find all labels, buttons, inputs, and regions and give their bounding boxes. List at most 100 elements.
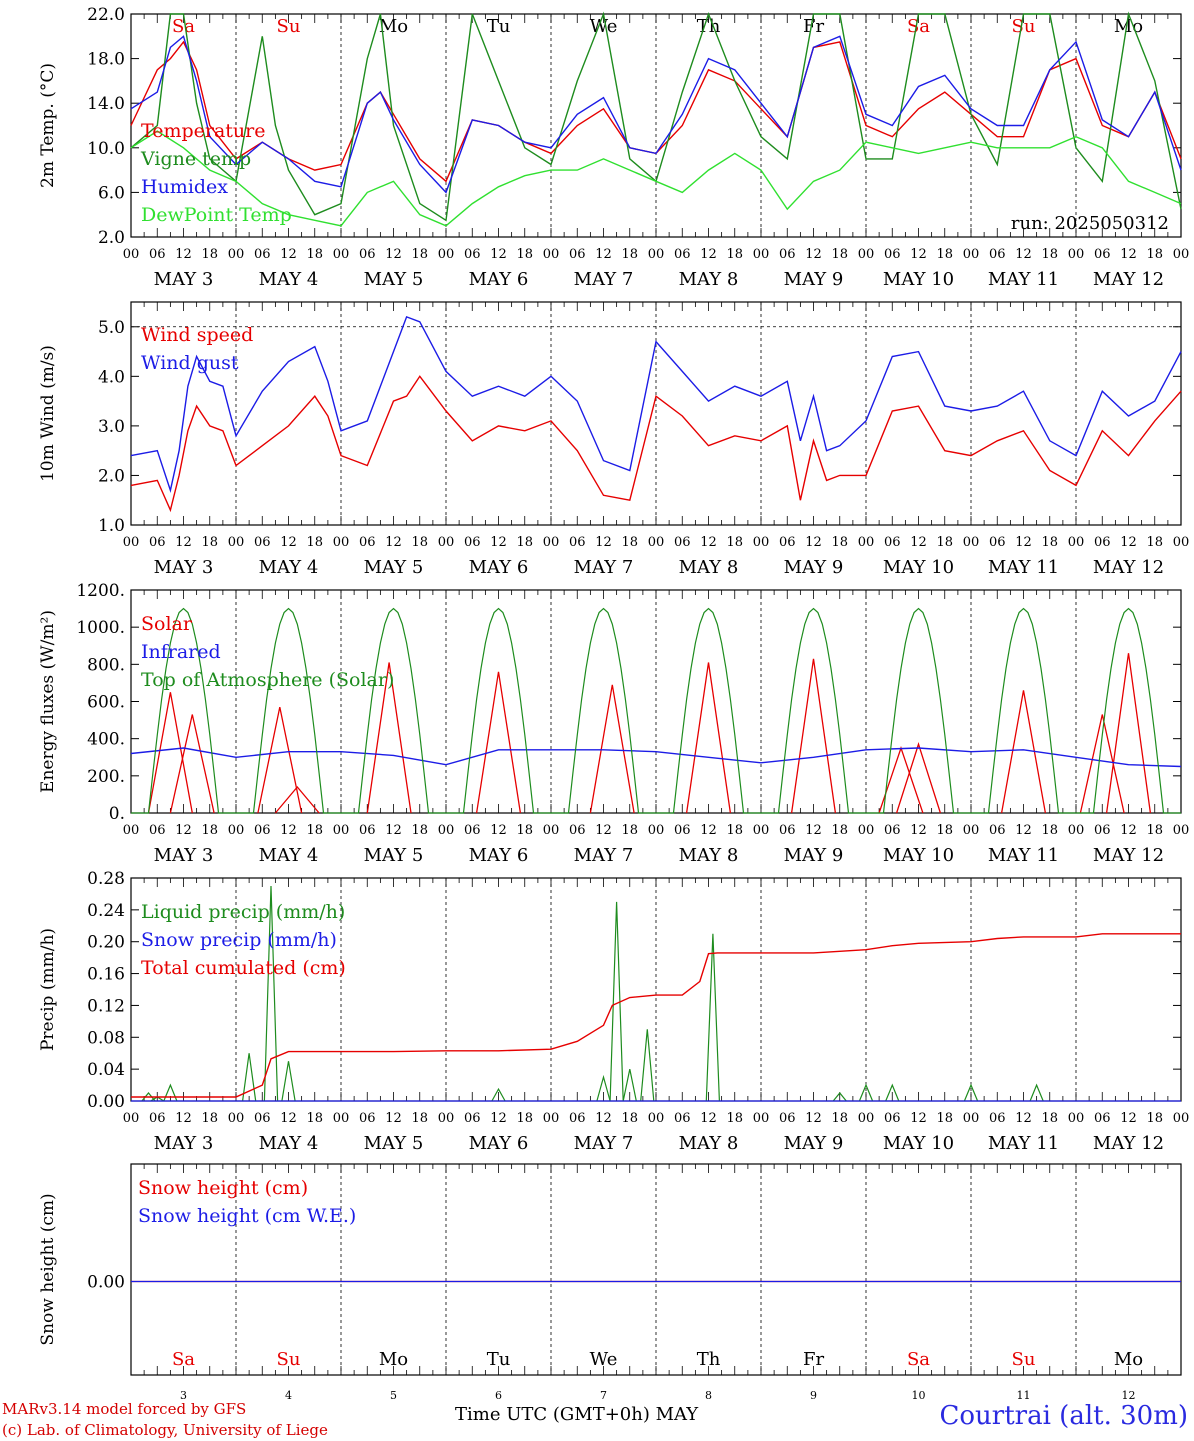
hour-tick-label: 12 (805, 1111, 822, 1126)
hour-tick-label: 12 (1120, 535, 1137, 550)
date-label: MAY 3 (154, 1133, 214, 1154)
hour-tick-label: 06 (884, 535, 901, 550)
date-label: MAY 5 (364, 557, 424, 578)
hour-tick-label: 12 (910, 535, 927, 550)
hour-tick-label: 18 (831, 1111, 848, 1126)
hour-tick-label: 00 (753, 823, 770, 838)
hour-tick-label: 12 (490, 247, 507, 262)
hour-tick-label: 00 (333, 1111, 350, 1126)
hour-tick-label: 06 (569, 823, 586, 838)
lab-credit: (c) Lab. of Climatology, University of L… (2, 1420, 328, 1441)
hour-tick-label: 06 (569, 247, 586, 262)
y-tick-label: 0.04 (87, 1060, 125, 1080)
legend-entry: Wind gust (141, 352, 239, 374)
date-label: MAY 10 (883, 1133, 954, 1154)
date-label: MAY 4 (259, 845, 319, 866)
hour-tick-label: 12 (805, 823, 822, 838)
hour-tick-label: 18 (1146, 823, 1163, 838)
y-axis-label: Energy fluxes (W/m²) (38, 610, 58, 793)
hour-tick-label: 12 (280, 247, 297, 262)
hour-tick-label: 18 (306, 247, 323, 262)
date-label: MAY 8 (679, 557, 739, 578)
hour-tick-label: 18 (1041, 1111, 1058, 1126)
date-label: MAY 11 (988, 1133, 1059, 1154)
hour-tick-label: 12 (805, 535, 822, 550)
legend-entry: Total cumulated (cm) (141, 957, 346, 979)
weekday-label: Sa (172, 1349, 195, 1370)
hour-tick-label: 12 (280, 535, 297, 550)
precip-spike (706, 934, 719, 1101)
hour-tick-label: 06 (989, 247, 1006, 262)
date-label: MAY 9 (784, 845, 844, 866)
hour-tick-label: 18 (936, 535, 953, 550)
solar-spike (258, 707, 302, 813)
hour-tick-label: 18 (1041, 535, 1058, 550)
legend-entry: Wind speed (141, 324, 253, 346)
y-tick-label: 6.0 (98, 183, 125, 203)
hour-tick-label: 12 (1015, 1111, 1032, 1126)
hour-tick-label: 18 (1146, 1111, 1163, 1126)
y-tick-label: 200. (87, 767, 125, 787)
toa-solar-curve (236, 609, 341, 813)
hour-tick-label: 00 (963, 247, 980, 262)
weekday-label: Mo (1114, 16, 1143, 37)
date-label: MAY 6 (469, 269, 529, 290)
day-number-label: 10 (912, 1389, 926, 1402)
y-tick-label: 800. (87, 655, 125, 675)
solar-spike (590, 685, 634, 813)
hour-tick-label: 12 (595, 823, 612, 838)
hour-tick-label: 12 (385, 823, 402, 838)
hour-tick-label: 00 (1068, 247, 1085, 262)
y-tick-label: 18.0 (87, 50, 125, 70)
hour-tick-label: 00 (648, 247, 665, 262)
date-label: MAY 10 (883, 845, 954, 866)
hour-tick-label: 12 (595, 535, 612, 550)
hour-tick-label: 00 (228, 823, 245, 838)
weekday-label: Sa (907, 16, 930, 37)
day-number-label: 6 (495, 1389, 502, 1402)
hour-tick-label: 18 (201, 1111, 218, 1126)
hour-tick-label: 00 (333, 247, 350, 262)
weekday-label: Fr (803, 16, 824, 37)
x-axis-title: Time UTC (GMT+0h) MAY (455, 1404, 698, 1425)
hour-tick-label: 00 (438, 823, 455, 838)
hour-tick-label: 00 (1173, 1111, 1190, 1126)
hour-tick-label: 00 (228, 247, 245, 262)
y-axis-label: Snow height (cm) (38, 1193, 58, 1345)
toa-solar-curve (1076, 609, 1181, 813)
toa-solar-curve (971, 609, 1076, 813)
hour-tick-label: 18 (201, 535, 218, 550)
y-tick-label: 14.0 (87, 94, 125, 114)
hour-tick-label: 18 (411, 823, 428, 838)
weekday-label: Th (697, 16, 721, 37)
y-tick-label: 2.0 (98, 228, 125, 248)
hour-tick-label: 06 (149, 535, 166, 550)
hour-tick-label: 00 (753, 535, 770, 550)
model-credit: MARv3.14 model forced by GFS (2, 1399, 328, 1420)
hour-tick-label: 06 (1094, 247, 1111, 262)
hour-tick-label: 12 (805, 247, 822, 262)
date-label: MAY 11 (988, 845, 1059, 866)
hour-tick-label: 12 (1120, 247, 1137, 262)
hour-tick-label: 18 (516, 1111, 533, 1126)
hour-tick-label: 06 (464, 823, 481, 838)
date-label: MAY 4 (259, 269, 319, 290)
y-tick-label: 0.24 (87, 901, 125, 921)
weekday-label: Su (277, 1349, 301, 1370)
weekday-label: Th (697, 1349, 721, 1370)
date-label: MAY 11 (988, 557, 1059, 578)
hour-tick-label: 06 (149, 1111, 166, 1126)
hour-tick-label: 06 (359, 1111, 376, 1126)
hour-tick-label: 06 (254, 1111, 271, 1126)
y-tick-label: 1200. (76, 581, 125, 601)
date-label: MAY 3 (154, 845, 214, 866)
hour-tick-label: 18 (201, 823, 218, 838)
hour-tick-label: 06 (149, 247, 166, 262)
date-label: MAY 7 (574, 845, 634, 866)
hour-tick-label: 00 (333, 823, 350, 838)
hour-tick-label: 00 (963, 1111, 980, 1126)
date-label: MAY 3 (154, 557, 214, 578)
legend-entry: Humidex (141, 176, 228, 198)
hour-tick-label: 00 (1173, 823, 1190, 838)
weekday-label: Tu (487, 16, 511, 37)
